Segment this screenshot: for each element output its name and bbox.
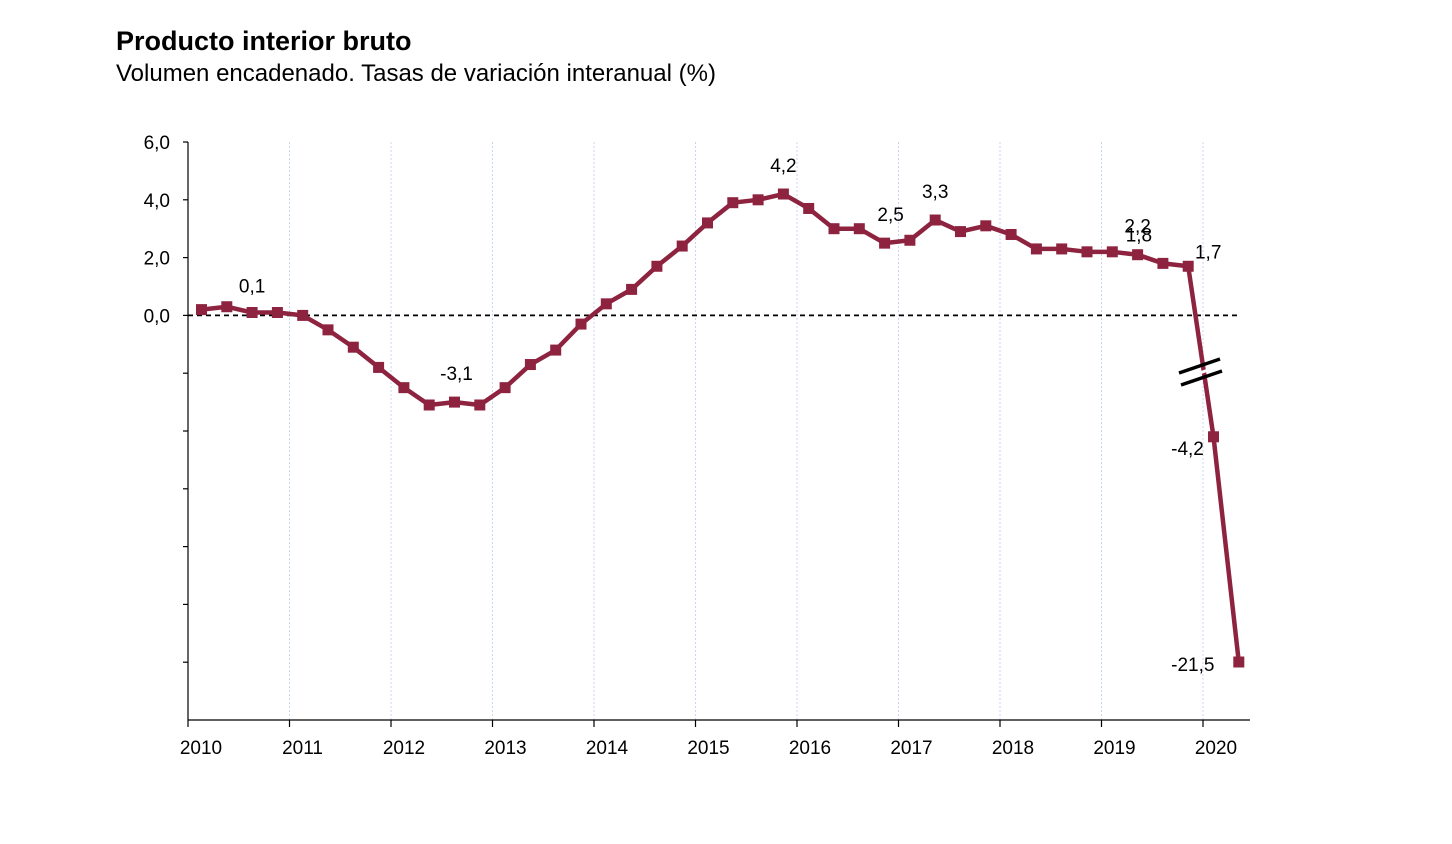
data-point-2016T2 xyxy=(828,223,840,235)
data-label: 2,5 xyxy=(877,205,903,226)
data-point-2018T2 xyxy=(1030,243,1042,255)
x-tick-label: 2017 xyxy=(890,738,932,759)
data-point-2018T4 xyxy=(1081,246,1093,258)
x-tick-label: 2010 xyxy=(180,738,222,759)
data-point-2016T3 xyxy=(853,223,865,235)
data-point-2011T1 xyxy=(297,309,309,321)
axis-break-mark xyxy=(1180,369,1223,387)
data-point-2012T1 xyxy=(398,382,410,394)
data-point-2010T2 xyxy=(221,301,233,313)
data-point-2015T1 xyxy=(702,217,713,229)
series-line xyxy=(201,191,1242,663)
data-point-2019T2 xyxy=(1132,249,1144,261)
x-tick-label: 2018 xyxy=(992,738,1034,759)
chart-title: Producto interior bruto xyxy=(116,26,412,56)
x-tick-label: 2015 xyxy=(687,738,729,759)
data-point-2013T4 xyxy=(575,318,587,330)
data-label: 3,3 xyxy=(922,182,948,203)
x-tick-label: 2014 xyxy=(586,738,629,759)
data-point-2017T3 xyxy=(955,226,966,238)
axis-break-mark xyxy=(1178,357,1221,375)
y-tick-label: 6,0 xyxy=(144,133,170,154)
data-point-2011T3 xyxy=(347,341,359,353)
data-point-2011T4 xyxy=(373,361,385,373)
data-point-2017T2 xyxy=(929,214,941,226)
x-tick-label: 2020 xyxy=(1195,738,1237,759)
data-label: 1,7 xyxy=(1195,242,1221,263)
data-point-2015T3 xyxy=(752,194,764,206)
data-label: 1,8 xyxy=(1126,225,1152,246)
data-point-2013T1 xyxy=(499,382,511,394)
data-point-2014T4 xyxy=(676,240,688,252)
data-point-2014T2 xyxy=(626,283,638,295)
y-tick-label: 4,0 xyxy=(144,191,170,212)
y-tick-label: 2,0 xyxy=(144,249,170,270)
data-point-2012T4 xyxy=(474,399,486,411)
data-point-2020T2 xyxy=(1233,656,1245,668)
data-point-2020T1 xyxy=(1208,431,1219,443)
data-point-2017T4 xyxy=(980,220,992,232)
data-point-2019T3 xyxy=(1157,257,1169,269)
data-point-2018T3 xyxy=(1056,243,1068,255)
data-label: -3,1 xyxy=(440,364,473,385)
data-point-2010T1 xyxy=(196,304,207,316)
data-point-2018T1 xyxy=(1005,228,1017,240)
data-label: 4,2 xyxy=(770,156,796,177)
x-tick-label: 2013 xyxy=(484,738,526,759)
data-point-2010T3 xyxy=(246,307,258,319)
x-tick-label: 2016 xyxy=(789,738,831,759)
data-point-2016T1 xyxy=(803,202,815,214)
data-label: 2,2 xyxy=(1124,217,1150,238)
axis-break-gap xyxy=(1181,364,1221,381)
x-tick-label: 2019 xyxy=(1093,738,1135,759)
data-point-2010T4 xyxy=(271,307,283,319)
data-point-2014T3 xyxy=(651,260,663,272)
data-point-2012T3 xyxy=(449,396,460,408)
chart-subtitle: Volumen encadenado. Tasas de variación i… xyxy=(116,60,716,87)
x-tick-label: 2011 xyxy=(282,738,323,759)
data-point-2015T4 xyxy=(777,188,789,200)
data-point-2013T3 xyxy=(550,344,562,356)
data-point-2012T2 xyxy=(423,399,435,411)
data-point-2019T1 xyxy=(1106,246,1118,258)
x-tick-label: 2012 xyxy=(383,738,425,759)
data-point-2019T4 xyxy=(1182,260,1194,272)
y-tick-label: 0,0 xyxy=(144,306,170,327)
data-point-2016T4 xyxy=(879,237,891,249)
data-label: -4,2 xyxy=(1171,439,1204,460)
data-label: 0,1 xyxy=(239,277,265,298)
data-point-2011T2 xyxy=(322,324,334,336)
data-point-2013T2 xyxy=(524,359,536,371)
data-point-2014T1 xyxy=(600,298,612,310)
data-label: -21,5 xyxy=(1171,655,1214,676)
data-point-2015T2 xyxy=(727,197,739,209)
data-point-2017T1 xyxy=(904,234,916,246)
